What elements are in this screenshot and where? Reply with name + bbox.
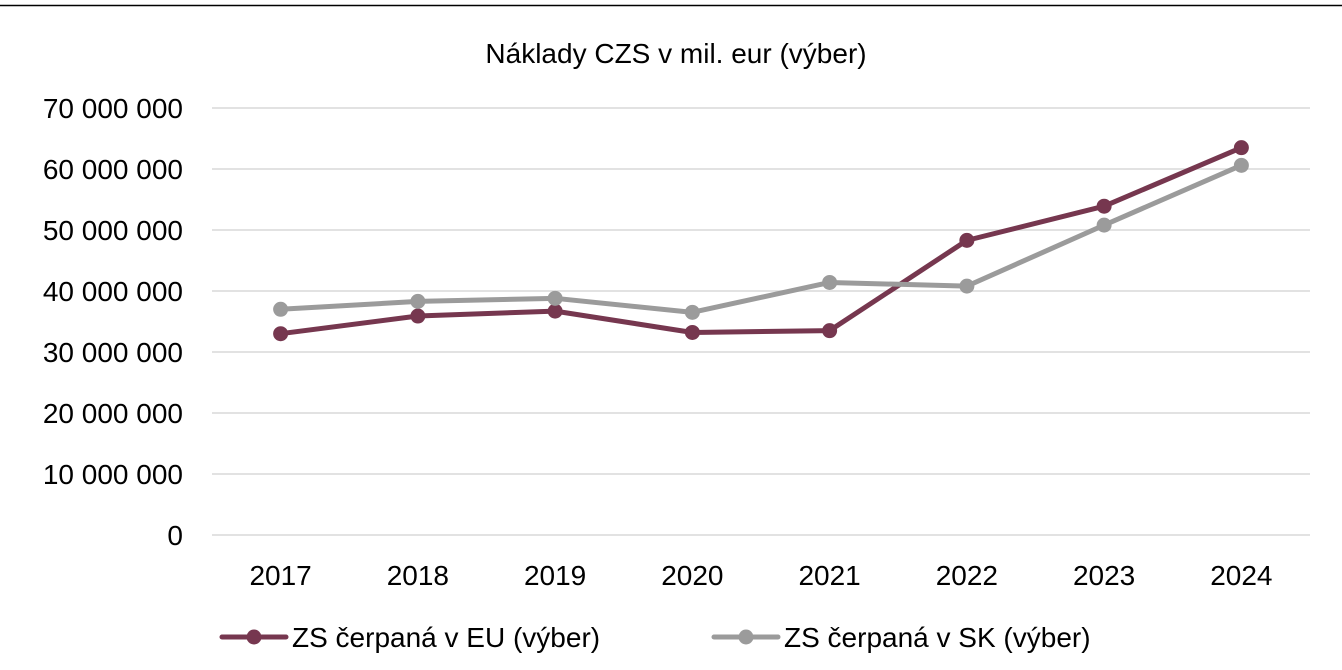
- legend-marker: [738, 629, 754, 645]
- x-tick-label: 2018: [387, 560, 449, 591]
- x-tick-label: 2021: [798, 560, 860, 591]
- x-axis-tick-labels: 2017 2018 2019 2020 2021 2022 2023 2024: [249, 560, 1272, 591]
- data-point: [273, 326, 289, 342]
- x-tick-label: 2017: [249, 560, 311, 591]
- data-point: [822, 274, 838, 290]
- data-point: [273, 301, 289, 317]
- legend-label: ZS čerpaná v SK (výber): [784, 622, 1091, 653]
- data-point: [1233, 157, 1249, 173]
- data-point: [547, 303, 563, 319]
- data-point: [959, 232, 975, 248]
- data-point: [547, 290, 563, 306]
- legend-marker: [246, 629, 262, 645]
- y-axis-tick-labels: 0 10 000 000 20 000 000 30 000 000 40 000 00…: [43, 93, 183, 551]
- series-line: [278, 145, 1244, 337]
- data-point: [410, 293, 426, 309]
- y-tick-label: 30 000 000: [43, 337, 183, 368]
- x-tick-label: 2022: [936, 560, 998, 591]
- chart-title: Náklady CZS v mil. eur (výber): [485, 38, 866, 69]
- x-tick-label: 2020: [661, 560, 723, 591]
- data-point: [822, 323, 838, 339]
- data-point: [410, 308, 426, 324]
- data-point: [1096, 198, 1112, 214]
- y-tick-label: 0: [167, 520, 183, 551]
- x-tick-label: 2023: [1073, 560, 1135, 591]
- series-lines: [273, 140, 1249, 342]
- x-tick-label: 2024: [1210, 560, 1272, 591]
- y-tick-label: 50 000 000: [43, 215, 183, 246]
- data-point: [1096, 217, 1112, 233]
- y-tick-label: 20 000 000: [43, 398, 183, 429]
- y-tick-label: 10 000 000: [43, 459, 183, 490]
- legend-label: ZS čerpaná v EU (výber): [292, 622, 600, 653]
- series-line: [278, 162, 1244, 315]
- gridlines: [212, 107, 1310, 536]
- data-point: [684, 304, 700, 320]
- data-point: [1233, 140, 1249, 156]
- legend: ZS čerpaná v EU (výber) ZS čerpaná v SK (…: [219, 622, 1091, 653]
- x-tick-label: 2019: [524, 560, 586, 591]
- data-point: [684, 324, 700, 340]
- y-tick-label: 40 000 000: [43, 276, 183, 307]
- y-tick-label: 60 000 000: [43, 154, 183, 185]
- data-point: [959, 278, 975, 294]
- y-tick-label: 70 000 000: [43, 93, 183, 124]
